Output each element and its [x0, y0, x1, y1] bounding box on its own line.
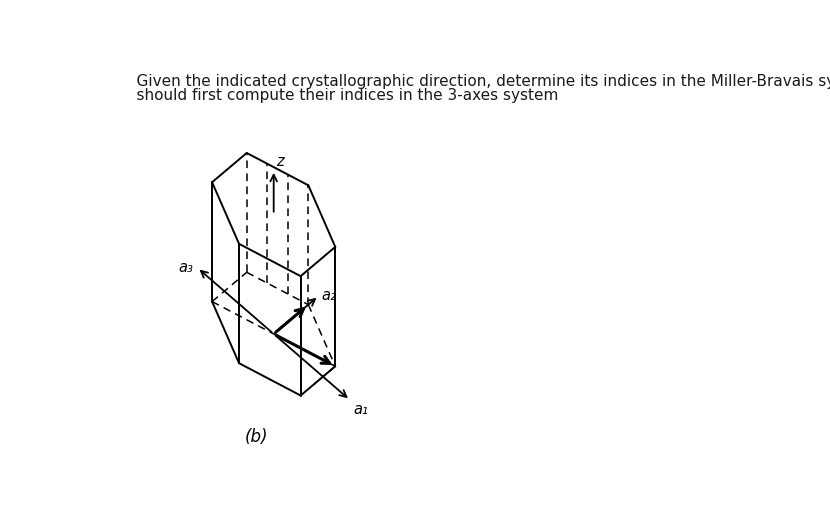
Text: should first compute their indices in the 3-axes system: should first compute their indices in th…	[117, 88, 559, 103]
Text: a₂: a₂	[322, 288, 337, 303]
Text: a₃: a₃	[178, 260, 193, 275]
Text: z: z	[276, 154, 284, 169]
Text: Given the indicated crystallographic direction, determine its indices in the Mil: Given the indicated crystallographic dir…	[117, 74, 830, 89]
Text: (b): (b)	[244, 428, 268, 446]
Text: a₁: a₁	[354, 402, 368, 417]
